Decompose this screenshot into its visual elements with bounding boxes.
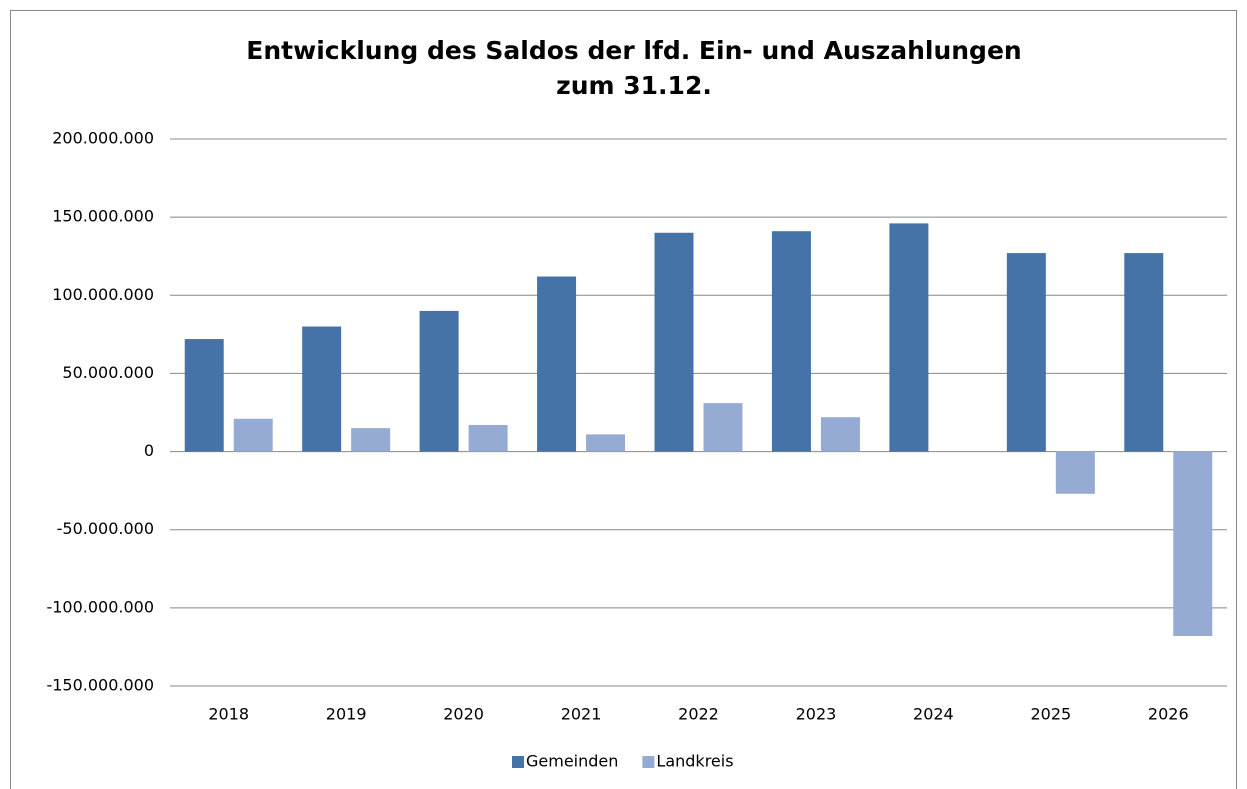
bar [184,339,224,452]
x-tick-label: 2018 [208,705,249,724]
y-tick-label: -150.000.000 [46,676,154,695]
bar [537,276,577,452]
x-tick-label: 2023 [796,705,837,724]
bar [820,417,860,452]
bar [233,418,273,452]
y-tick-label: -50.000.000 [57,519,154,538]
x-tick-label: 2025 [1030,705,1071,724]
y-tick-label: 0 [144,441,154,460]
legend-swatch [642,756,655,768]
y-tick-label: -100.000.000 [46,597,154,616]
bar [1006,253,1046,452]
chart-title: Entwicklung des Saldos der lfd. Ein- und… [246,36,1021,65]
y-tick-label: 100.000.000 [52,285,154,304]
y-tick-label: 150.000.000 [52,207,154,226]
bar [1124,253,1164,452]
bar [351,428,391,452]
y-tick-label: 200.000.000 [52,129,154,148]
bar [1055,451,1095,494]
chart-title: zum 31.12. [556,71,712,100]
x-tick-label: 2019 [326,705,367,724]
bar [468,425,508,452]
x-tick-label: 2024 [913,705,954,724]
bar [889,223,929,452]
x-tick-label: 2021 [561,705,602,724]
bar [302,326,342,452]
bar [586,434,626,452]
x-tick-label: 2022 [678,705,719,724]
y-tick-label: 50.000.000 [62,363,154,382]
x-tick-label: 2020 [443,705,484,724]
bar [1173,451,1213,636]
legend-label: Gemeinden [526,752,618,771]
bar [654,232,694,452]
legend-label: Landkreis [656,752,733,771]
bar [771,231,811,452]
bar [419,310,459,452]
legend-swatch [512,756,524,768]
bar [703,403,743,452]
x-tick-label: 2026 [1148,705,1189,724]
